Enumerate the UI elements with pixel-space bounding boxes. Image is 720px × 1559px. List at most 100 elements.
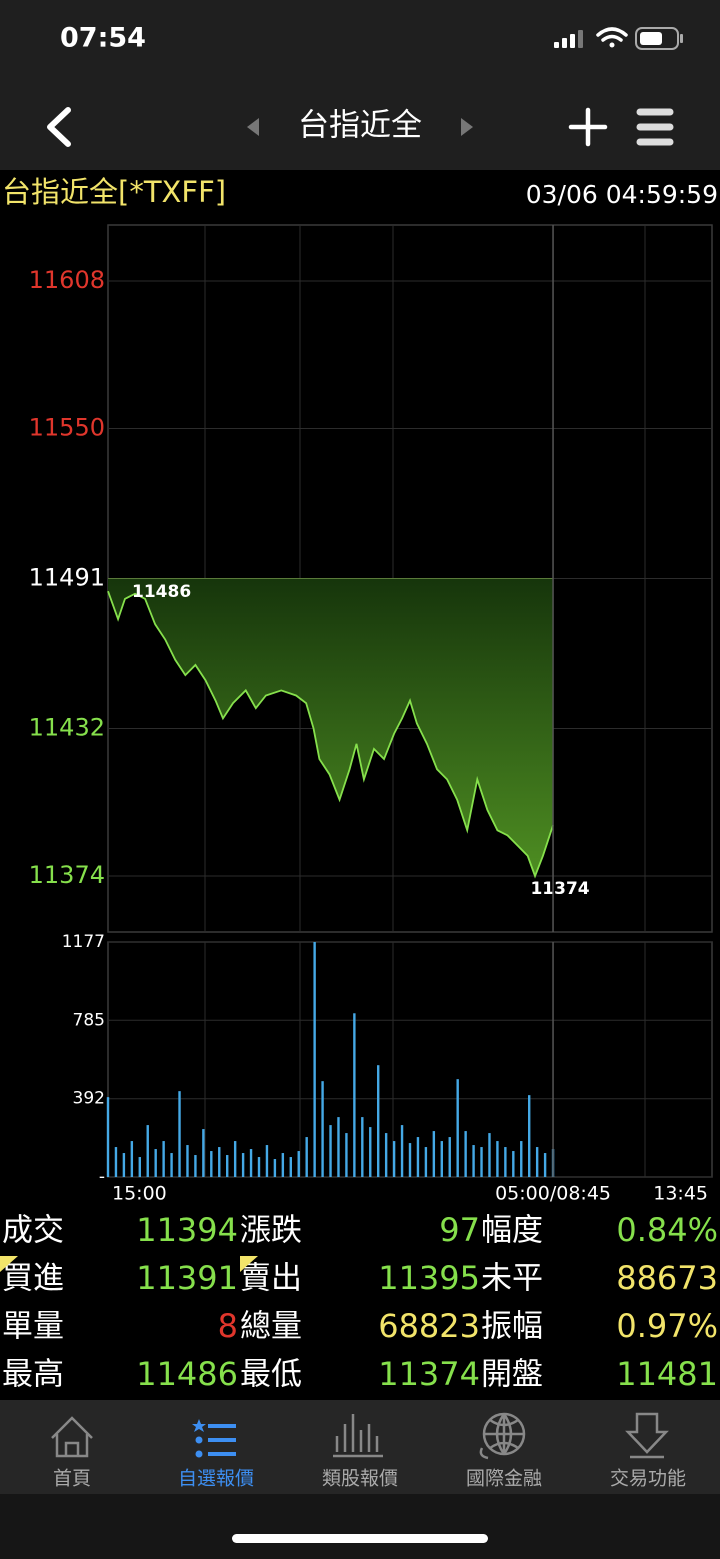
x-tick-label: 13:45 bbox=[653, 1183, 708, 1205]
volume-bar bbox=[122, 1153, 126, 1177]
prev-button[interactable] bbox=[247, 118, 259, 136]
y-tick-label: 11374 bbox=[29, 861, 105, 889]
y-tick-label: 11491 bbox=[29, 564, 105, 592]
home-area bbox=[0, 1494, 720, 1559]
signal-icon bbox=[554, 30, 583, 48]
volume-bar bbox=[194, 1155, 197, 1177]
volume-bar bbox=[353, 1013, 356, 1177]
volume-bar bbox=[432, 1131, 436, 1177]
battery-icon bbox=[635, 27, 683, 50]
y-tick-label: 11608 bbox=[29, 266, 105, 294]
quote-value: 11395 bbox=[378, 1259, 480, 1297]
next-button[interactable] bbox=[461, 118, 473, 136]
volume-bar bbox=[114, 1147, 118, 1177]
volume-bar bbox=[265, 1145, 269, 1177]
quote-label: 最低 bbox=[240, 1357, 302, 1393]
quote-label: 振幅 bbox=[481, 1309, 543, 1345]
y-tick-label: 1177 bbox=[62, 932, 105, 952]
volume-bar bbox=[488, 1133, 491, 1177]
volume-bar bbox=[249, 1149, 253, 1177]
ask-flag bbox=[240, 1256, 258, 1272]
tab-label[interactable]: 類股報價 bbox=[322, 1468, 398, 1490]
volume-bar bbox=[512, 1151, 515, 1177]
volume-bar bbox=[337, 1117, 340, 1177]
volume-bar bbox=[186, 1145, 189, 1177]
volume-bar bbox=[520, 1141, 523, 1177]
volume-bar bbox=[448, 1137, 451, 1177]
area-fill bbox=[108, 578, 554, 877]
volume-bar bbox=[241, 1153, 245, 1177]
volume-bar bbox=[464, 1131, 467, 1177]
quote-value: 8 bbox=[218, 1307, 238, 1345]
volume-bar bbox=[297, 1151, 300, 1177]
add-button[interactable] bbox=[568, 107, 608, 147]
price-line bbox=[107, 590, 554, 879]
volume-bar bbox=[210, 1151, 213, 1177]
tab-label[interactable]: 自選報價 bbox=[178, 1468, 254, 1490]
volume-bar bbox=[329, 1125, 332, 1177]
volume-bar bbox=[543, 1153, 547, 1177]
menu-button[interactable] bbox=[636, 108, 674, 146]
bid-flag bbox=[0, 1256, 18, 1272]
volume-bar bbox=[392, 1141, 396, 1177]
volume-bar bbox=[281, 1153, 285, 1177]
volume-bar bbox=[202, 1129, 205, 1177]
tab-label[interactable]: 國際金融 bbox=[466, 1468, 542, 1490]
volume-bar bbox=[162, 1141, 165, 1177]
volume-bar bbox=[138, 1157, 141, 1177]
volume-bar bbox=[369, 1127, 372, 1177]
quote-label: 未平 bbox=[481, 1261, 543, 1297]
volume-bar bbox=[106, 1097, 110, 1177]
volume-bar bbox=[528, 1095, 531, 1177]
x-tick-label: 15:00 bbox=[112, 1183, 167, 1205]
volume-bar bbox=[154, 1149, 157, 1177]
quote-value: 11374 bbox=[378, 1355, 480, 1393]
tab-label[interactable]: 交易功能 bbox=[610, 1468, 686, 1490]
timestamp: 03/06 04:59:59 bbox=[526, 180, 718, 209]
quote-label: 單量 bbox=[2, 1309, 64, 1345]
volume-bar bbox=[257, 1157, 261, 1177]
quote-value: 11486 bbox=[136, 1355, 238, 1393]
quote-label: 漲跌 bbox=[240, 1213, 302, 1249]
volume-bar bbox=[496, 1141, 499, 1177]
volume-frame bbox=[107, 941, 713, 1178]
volume-bar bbox=[400, 1125, 404, 1177]
volume-bar bbox=[361, 1117, 364, 1177]
quote-value: 68823 bbox=[378, 1307, 480, 1345]
quote-value: 11394 bbox=[136, 1211, 238, 1249]
quote-label: 買進 bbox=[2, 1261, 64, 1297]
quote-value: 0.97% bbox=[616, 1307, 718, 1345]
tab-label[interactable]: 首頁 bbox=[53, 1468, 91, 1490]
volume-bar bbox=[377, 1065, 380, 1177]
volume-bar bbox=[218, 1147, 221, 1177]
volume-bar bbox=[273, 1159, 277, 1177]
quote-label: 賣出 bbox=[240, 1261, 302, 1297]
volume-bar bbox=[321, 1081, 324, 1177]
volume-bar bbox=[424, 1147, 428, 1177]
y-tick-label: 392 bbox=[73, 1089, 105, 1109]
quote-label: 成交 bbox=[2, 1213, 64, 1249]
volume-bar bbox=[146, 1125, 149, 1177]
status-time: 07:54 bbox=[60, 23, 146, 54]
volume-bar bbox=[233, 1141, 237, 1177]
volume-bar bbox=[345, 1133, 348, 1177]
volume-bar bbox=[456, 1079, 459, 1177]
volume-bar bbox=[130, 1141, 134, 1177]
volume-bar bbox=[480, 1147, 483, 1177]
y-tick-label: - bbox=[99, 1167, 105, 1187]
x-tick-label: 05:00/08:45 bbox=[495, 1183, 611, 1205]
y-tick-label: 785 bbox=[73, 1010, 105, 1030]
quote-value: 97 bbox=[439, 1211, 480, 1249]
home-indicator bbox=[232, 1534, 488, 1543]
quote-label: 最高 bbox=[2, 1357, 64, 1393]
quote-value: 0.84% bbox=[616, 1211, 718, 1249]
quote-label: 幅度 bbox=[481, 1213, 543, 1249]
quote-label: 總量 bbox=[240, 1309, 302, 1345]
quote-value: 11481 bbox=[616, 1355, 718, 1393]
volume-bar bbox=[504, 1147, 507, 1177]
back-button[interactable] bbox=[47, 107, 71, 147]
volume-bar bbox=[535, 1147, 539, 1177]
volume-bar bbox=[408, 1143, 412, 1177]
volume-bar bbox=[305, 1137, 308, 1177]
